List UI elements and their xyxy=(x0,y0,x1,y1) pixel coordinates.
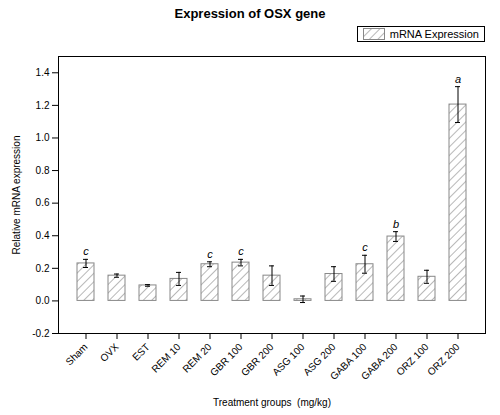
svg-text:b: b xyxy=(393,218,399,230)
svg-text:c: c xyxy=(83,245,89,257)
svg-text:GBR 100: GBR 100 xyxy=(208,341,245,378)
svg-text:REM 20: REM 20 xyxy=(180,341,214,375)
svg-text:-0.2: -0.2 xyxy=(32,328,50,339)
svg-text:EST: EST xyxy=(130,341,152,363)
svg-text:0.8: 0.8 xyxy=(36,165,50,176)
svg-text:GABA 200: GABA 200 xyxy=(359,341,400,382)
svg-text:Treatment groups (mg/kg): Treatment groups (mg/kg) xyxy=(213,397,331,408)
svg-text:0.2: 0.2 xyxy=(36,263,50,274)
svg-text:ASG 100: ASG 100 xyxy=(270,341,307,378)
html-text:Expression of OSX gene: Expression of OSX gene xyxy=(174,6,326,21)
svg-text:OVX: OVX xyxy=(98,341,121,364)
svg-text:GBR 200: GBR 200 xyxy=(239,341,276,378)
svg-text:Relative mRNA expression: Relative mRNA expression xyxy=(11,136,22,255)
svg-text:1.2: 1.2 xyxy=(36,100,50,111)
svg-text:c: c xyxy=(238,245,244,257)
svg-text:c: c xyxy=(207,248,213,260)
html-text:mRNA Expression: mRNA Expression xyxy=(389,28,479,40)
svg-text:c: c xyxy=(362,241,368,253)
svg-text:1.0: 1.0 xyxy=(36,132,50,143)
svg-text:a: a xyxy=(455,73,461,85)
svg-text:REM 10: REM 10 xyxy=(149,341,183,375)
svg-text:GABA 100: GABA 100 xyxy=(327,341,369,382)
svg-text:0.0: 0.0 xyxy=(36,295,50,306)
svg-text:ORZ 200: ORZ 200 xyxy=(425,341,462,378)
svg-text:0.4: 0.4 xyxy=(36,230,50,241)
svg-text:Sham: Sham xyxy=(63,341,89,367)
svg-text:ORZ 100: ORZ 100 xyxy=(394,341,431,378)
svg-text:1.4: 1.4 xyxy=(36,67,50,78)
svg-text:ASG 200: ASG 200 xyxy=(301,341,338,378)
svg-text:0.6: 0.6 xyxy=(36,197,50,208)
